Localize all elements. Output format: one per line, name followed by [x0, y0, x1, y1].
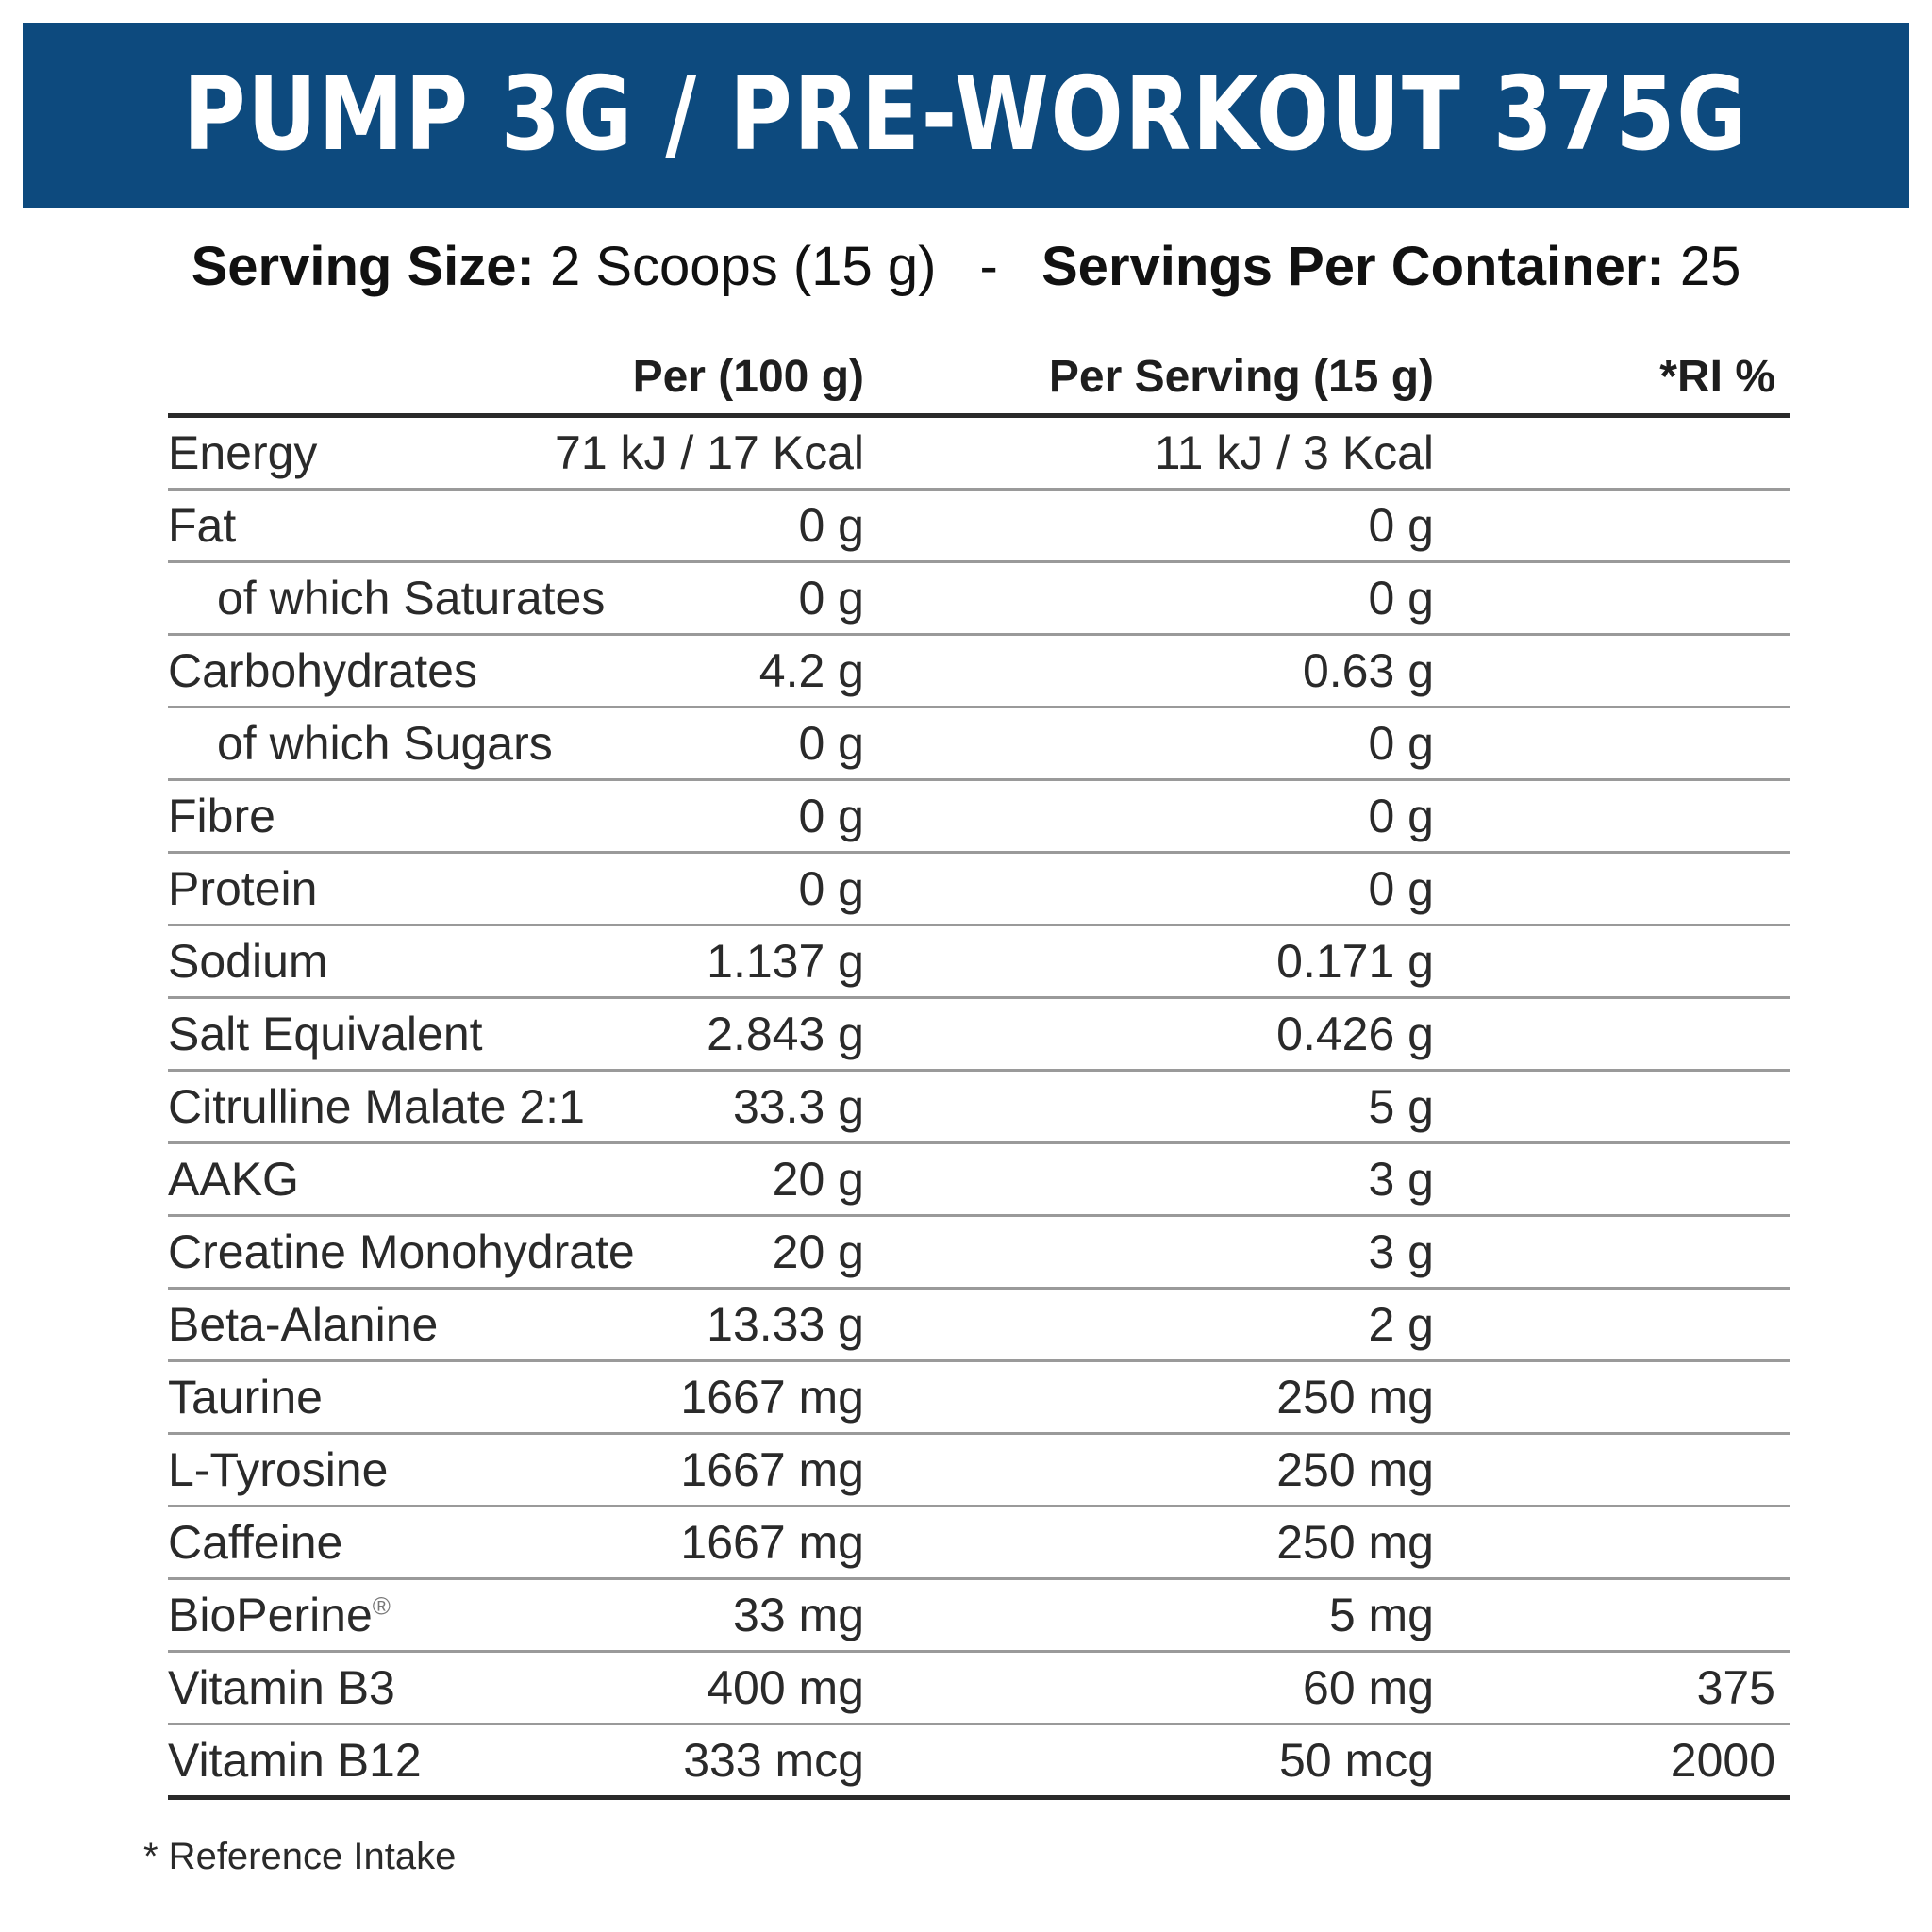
row-label-wrap: BioPerine® — [168, 1580, 391, 1650]
column-header-per-serving: Per Serving (15 g) — [1048, 352, 1434, 402]
row-per-serving: 60 mg — [1303, 1661, 1434, 1714]
table-row: of which Sugars 0 g 0 g — [168, 708, 1790, 781]
row-label: Carbohydrates — [168, 644, 477, 697]
row-label: Fat — [168, 499, 237, 552]
row-per-100g: 2.843 g — [707, 1008, 864, 1060]
product-title: PUMP 3G / PRE-WORKOUT 375G — [183, 56, 1749, 174]
table-header: Per (100 g) Per Serving (15 g) *RI % — [168, 341, 1790, 418]
row-per-serving: 3 g — [1368, 1153, 1434, 1206]
row-per-serving: 0.171 g — [1276, 935, 1434, 988]
title-banner: PUMP 3G / PRE-WORKOUT 375G — [23, 23, 1909, 208]
row-label: L-Tyrosine — [168, 1443, 389, 1496]
table-row: of which Saturates 0 g 0 g — [168, 563, 1790, 636]
row-per-serving: 0.426 g — [1276, 1008, 1434, 1060]
row-label: Citrulline Malate 2:1 — [168, 1080, 585, 1133]
row-per-100g: 20 g — [772, 1225, 864, 1278]
row-label: Fibre — [168, 790, 275, 842]
row-label: Caffeine — [168, 1516, 343, 1569]
serving-separator: - — [979, 236, 998, 297]
row-per-serving: 250 mg — [1276, 1443, 1434, 1496]
row-per-serving: 250 mg — [1276, 1516, 1434, 1569]
row-per-serving: 0 g — [1368, 862, 1434, 915]
reference-intake-footnote: * Reference Intake — [143, 1836, 457, 1877]
row-per-serving: 0 g — [1368, 572, 1434, 625]
row-per-100g: 400 mg — [707, 1661, 864, 1714]
row-per-serving: 0.63 g — [1302, 644, 1434, 697]
row-per-serving: 5 g — [1368, 1080, 1434, 1133]
row-label: of which Saturates — [217, 572, 606, 625]
row-ri-percent: 2000 — [1670, 1734, 1775, 1787]
row-per-100g: 4.2 g — [758, 644, 864, 697]
row-label: Creatine Monohydrate — [168, 1225, 635, 1278]
table-row: Citrulline Malate 2:1 33.3 g 5 g — [168, 1072, 1790, 1144]
row-label: Sodium — [168, 935, 328, 988]
row-per-serving: 0 g — [1368, 499, 1434, 552]
row-per-100g: 1667 mg — [680, 1443, 864, 1496]
table-row: Caffeine 1667 mg 250 mg — [168, 1507, 1790, 1580]
row-per-100g: 33 mg — [733, 1589, 864, 1641]
row-per-100g: 13.33 g — [707, 1298, 864, 1351]
row-per-serving: 11 kJ / 3 Kcal — [1154, 426, 1434, 479]
row-per-100g: 0 g — [798, 499, 864, 552]
row-per-100g: 0 g — [798, 717, 864, 770]
row-per-100g: 0 g — [798, 790, 864, 842]
table-row: BioPerine® 33 mg 5 mg — [168, 1580, 1790, 1653]
row-per-100g: 1667 mg — [680, 1371, 864, 1424]
table-row: Taurine 1667 mg 250 mg — [168, 1362, 1790, 1435]
table-row: Beta-Alanine 13.33 g 2 g — [168, 1290, 1790, 1362]
table-row: Carbohydrates 4.2 g 0.63 g — [168, 636, 1790, 708]
row-per-100g: 0 g — [798, 572, 864, 625]
table-row: L-Tyrosine 1667 mg 250 mg — [168, 1435, 1790, 1507]
table-row: Fibre 0 g 0 g — [168, 781, 1790, 854]
serving-size-value: 2 Scoops (15 g) — [549, 236, 937, 297]
table-row: Vitamin B12 333 mcg 50 mcg 2000 — [168, 1725, 1790, 1800]
row-per-100g: 71 kJ / 17 Kcal — [555, 426, 864, 479]
registered-trademark-mark: ® — [372, 1591, 391, 1621]
servings-per-container-value: 25 — [1679, 236, 1741, 297]
nutrition-table: Per (100 g) Per Serving (15 g) *RI % Ene… — [168, 341, 1790, 1800]
row-label: BioPerine — [168, 1589, 373, 1641]
row-per-100g: 33.3 g — [732, 1080, 864, 1133]
row-ri-percent: 375 — [1696, 1661, 1775, 1714]
row-label: of which Sugars — [217, 717, 553, 770]
table-row: AAKG 20 g 3 g — [168, 1144, 1790, 1217]
table-row: Sodium 1.137 g 0.171 g — [168, 926, 1790, 999]
row-per-serving: 5 mg — [1328, 1589, 1434, 1641]
row-label: Protein — [168, 862, 318, 915]
row-per-serving: 2 g — [1368, 1298, 1434, 1351]
row-label: Taurine — [168, 1371, 323, 1424]
row-per-serving: 3 g — [1368, 1225, 1434, 1278]
table-row: Energy 71 kJ / 17 Kcal 11 kJ / 3 Kcal — [168, 418, 1790, 491]
table-row: Vitamin B3 400 mg 60 mg 375 — [168, 1653, 1790, 1725]
column-header-ri: *RI % — [1659, 352, 1775, 402]
row-label: Salt Equivalent — [168, 1008, 483, 1060]
table-row: Salt Equivalent 2.843 g 0.426 g — [168, 999, 1790, 1072]
row-per-100g: 1.137 g — [707, 935, 864, 988]
row-per-serving: 250 mg — [1276, 1371, 1434, 1424]
serving-info: Serving Size: 2 Scoops (15 g) - Servings… — [0, 234, 1932, 300]
row-label: Beta-Alanine — [168, 1298, 439, 1351]
row-label: AAKG — [168, 1153, 299, 1206]
servings-per-container-label: Servings Per Container: — [1041, 236, 1665, 297]
table-row: Protein 0 g 0 g — [168, 854, 1790, 926]
row-per-serving: 0 g — [1368, 717, 1434, 770]
row-per-100g: 0 g — [798, 862, 864, 915]
serving-size-label: Serving Size: — [191, 236, 535, 297]
row-per-serving: 0 g — [1368, 790, 1434, 842]
row-per-100g: 20 g — [772, 1153, 864, 1206]
row-label: Vitamin B12 — [168, 1734, 422, 1787]
row-label: Energy — [168, 426, 318, 479]
row-per-100g: 1667 mg — [680, 1516, 864, 1569]
row-per-serving: 50 mcg — [1279, 1734, 1434, 1787]
table-row: Creatine Monohydrate 20 g 3 g — [168, 1217, 1790, 1290]
table-row: Fat 0 g 0 g — [168, 491, 1790, 563]
row-per-100g: 333 mcg — [683, 1734, 864, 1787]
column-header-per-100g: Per (100 g) — [632, 352, 864, 402]
row-label: Vitamin B3 — [168, 1661, 395, 1714]
